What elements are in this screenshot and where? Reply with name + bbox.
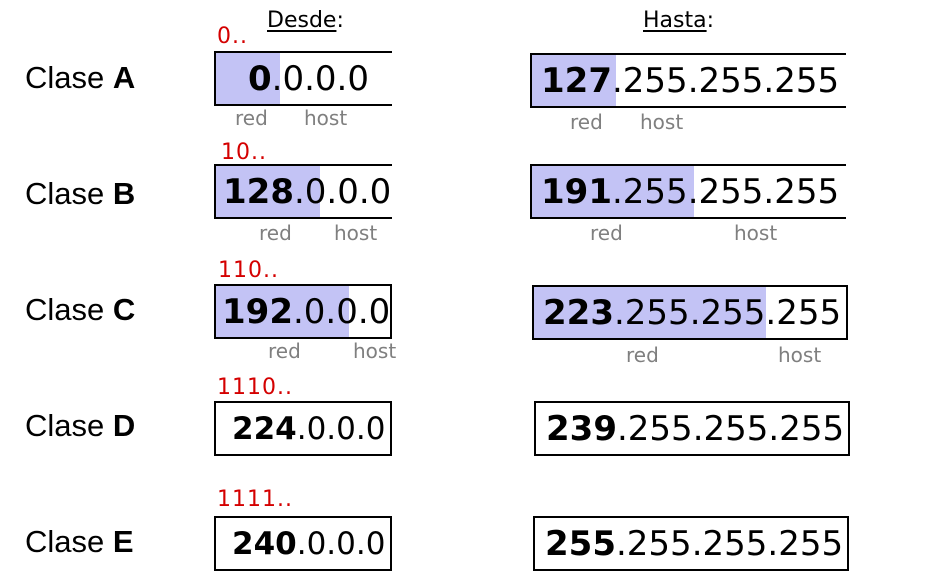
class-a-from-network-highlight bbox=[216, 53, 280, 104]
hasta-header-colon: : bbox=[706, 8, 715, 33]
class-a-to-net: 127 bbox=[541, 60, 612, 101]
class-b-to-box: 191.255.255.255 bbox=[530, 164, 846, 219]
class-a-from-box: 0.0.0.0 bbox=[214, 51, 392, 106]
desde-header: Desde: bbox=[267, 8, 344, 33]
class-b-to-red-label: red bbox=[590, 221, 623, 245]
class-c-to-net: 223 bbox=[543, 292, 614, 333]
hasta-header-text: Hasta bbox=[643, 8, 707, 33]
class-a-from-host-label: host bbox=[304, 106, 348, 130]
class-e-to-box: 255.255.255.255 bbox=[533, 516, 849, 571]
class-b-from-network-highlight bbox=[216, 166, 320, 217]
desde-header-colon: : bbox=[336, 8, 344, 33]
class-c-label: Clase C bbox=[25, 292, 135, 328]
class-b-from-rest: .0.0.0 bbox=[293, 171, 392, 212]
class-c-from-address: 192.0.0.0 bbox=[222, 286, 390, 337]
class-c-bit-prefix: 110.. bbox=[218, 258, 279, 283]
class-b-from-net: 128 bbox=[223, 171, 294, 212]
class-d-from-rest: .0.0.0 bbox=[296, 410, 386, 447]
class-d-bit-prefix: 1110.. bbox=[217, 375, 293, 400]
class-c-to-host-label: host bbox=[778, 343, 822, 367]
class-d-to-box: 239.255.255.255 bbox=[534, 401, 850, 456]
class-c-from-rest: .0.0.0 bbox=[292, 291, 391, 332]
class-a-letter: A bbox=[112, 60, 136, 95]
class-b-from-address: 128.0.0.0 bbox=[223, 166, 391, 217]
class-c-to-network-highlight bbox=[534, 287, 766, 338]
class-a-from-net: 0 bbox=[248, 58, 272, 99]
class-e-to-rest: .255.255.255 bbox=[615, 523, 844, 564]
class-b-label: Clase B bbox=[25, 176, 135, 212]
class-c-from-red-label: red bbox=[268, 339, 301, 363]
class-e-from-address: 240.0.0.0 bbox=[232, 518, 385, 569]
class-d-to-rest: .255.255.255 bbox=[616, 408, 845, 449]
class-a-to-red-label: red bbox=[570, 110, 603, 134]
class-e-label: Clase E bbox=[25, 524, 134, 560]
class-a-to-host-label: host bbox=[640, 110, 684, 134]
class-c-from-host-label: host bbox=[353, 339, 397, 363]
class-d-prefix-text: Clase bbox=[25, 408, 113, 443]
class-c-prefix-text: Clase bbox=[25, 292, 113, 327]
class-a-to-box: 127.255.255.255 bbox=[530, 53, 846, 108]
class-a-prefix-text: Clase bbox=[25, 60, 113, 95]
class-d-from-box: 224.0.0.0 bbox=[214, 401, 392, 456]
class-b-letter: B bbox=[112, 176, 136, 211]
class-b-to-net: 191 bbox=[541, 171, 612, 212]
class-e-to-address: 255.255.255.255 bbox=[545, 518, 843, 569]
desde-header-text: Desde bbox=[267, 8, 337, 33]
class-b-to-rest: .255.255.255 bbox=[611, 171, 840, 212]
class-b-to-host-label: host bbox=[734, 221, 778, 245]
class-b-from-red-label: red bbox=[259, 221, 292, 245]
class-e-to-net: 255 bbox=[545, 523, 616, 564]
class-a-from-rest: .0.0.0 bbox=[271, 58, 369, 99]
class-a-to-address: 127.255.255.255 bbox=[541, 55, 839, 106]
hasta-header: Hasta: bbox=[643, 8, 714, 33]
class-c-from-network-highlight bbox=[216, 286, 349, 337]
class-b-from-box: 128.0.0.0 bbox=[214, 164, 392, 219]
class-d-to-net: 239 bbox=[546, 408, 617, 449]
class-d-to-address: 239.255.255.255 bbox=[546, 403, 844, 454]
class-a-label: Clase A bbox=[25, 60, 135, 96]
class-c-from-box: 192.0.0.0 bbox=[214, 284, 392, 339]
class-d-from-net: 224 bbox=[232, 410, 297, 447]
class-b-from-host-label: host bbox=[334, 221, 378, 245]
class-e-prefix-text: Clase bbox=[25, 524, 113, 559]
class-a-bit-prefix: 0.. bbox=[217, 24, 248, 49]
class-d-letter: D bbox=[112, 408, 136, 443]
class-c-letter: C bbox=[112, 292, 136, 327]
class-c-to-box: 223.255.255.255 bbox=[532, 285, 848, 340]
class-e-from-net: 240 bbox=[232, 525, 297, 562]
class-b-to-network-highlight bbox=[532, 166, 694, 217]
class-c-to-red-label: red bbox=[626, 343, 659, 367]
class-e-from-rest: .0.0.0 bbox=[296, 525, 386, 562]
class-e-from-box: 240.0.0.0 bbox=[214, 516, 392, 571]
class-d-label: Clase D bbox=[25, 408, 135, 444]
class-c-to-address: 223.255.255.255 bbox=[543, 287, 841, 338]
class-d-from-address: 224.0.0.0 bbox=[232, 403, 385, 454]
class-a-to-rest: .255.255.255 bbox=[611, 60, 840, 101]
class-c-from-net: 192 bbox=[222, 291, 293, 332]
class-a-from-red-label: red bbox=[235, 106, 268, 130]
class-c-to-rest: .255.255.255 bbox=[613, 292, 842, 333]
class-e-bit-prefix: 1111.. bbox=[217, 487, 293, 512]
class-b-bit-prefix: 10.. bbox=[221, 140, 267, 165]
class-b-to-address: 191.255.255.255 bbox=[541, 166, 839, 217]
class-a-from-address: 0.0.0.0 bbox=[248, 53, 369, 104]
class-e-letter: E bbox=[112, 524, 134, 559]
class-b-prefix-text: Clase bbox=[25, 176, 113, 211]
class-a-to-network-highlight bbox=[532, 55, 616, 106]
